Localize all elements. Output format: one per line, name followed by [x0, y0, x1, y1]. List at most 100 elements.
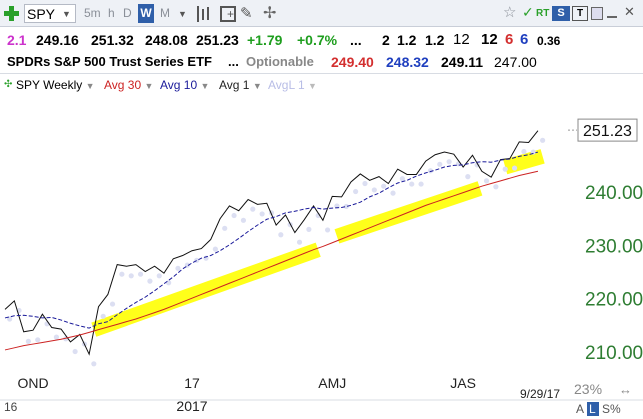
legend-avg1-label: Avg 1: [219, 78, 250, 92]
highlight-layer: [91, 149, 545, 337]
zoom-percent: 23%: [574, 381, 602, 397]
legend-avg10-label: Avg 10: [160, 78, 198, 92]
avgl-dot: [278, 232, 284, 238]
x-tick-label: 17: [184, 375, 200, 391]
avgl-dot: [381, 183, 387, 189]
avgl-dot: [119, 271, 125, 277]
timeframe-week[interactable]: W: [138, 4, 154, 23]
change-value: +1.79: [247, 32, 283, 48]
avgl-dot: [72, 348, 78, 355]
open-value: 249.16: [36, 32, 79, 48]
stat-4: 12: [453, 31, 470, 48]
x-tick-label: AMJ: [318, 375, 346, 391]
avgl-dot: [212, 246, 218, 252]
legend-avgl1-label: AvgL 1: [268, 78, 305, 92]
legend-series[interactable]: SPY Weekly ▼: [16, 78, 95, 92]
change-index: 2.1: [7, 32, 27, 48]
x-tick-label: OND: [17, 375, 48, 391]
avgl-dot: [427, 168, 434, 174]
avgl-dot: [306, 226, 312, 232]
avgl-dot: [7, 316, 13, 322]
avgl-dot: [156, 273, 162, 279]
bars-icon[interactable]: [197, 6, 213, 22]
scale-a-button[interactable]: A: [576, 402, 584, 416]
optionable-label: Optionable: [246, 54, 314, 69]
avgl-dot: [465, 174, 471, 180]
stat-7: 6: [520, 31, 529, 48]
avgl-dot: [371, 187, 377, 193]
legend-avg30-dropdown-icon: ▼: [144, 81, 154, 91]
avgl-dot: [166, 280, 172, 286]
avgl-dot: [362, 180, 368, 187]
symbol-input[interactable]: SPY: [24, 4, 76, 23]
description-line: SPDRs S&P 500 Trust Series ETF ... Optio…: [0, 51, 643, 73]
avgl-dot: [324, 227, 331, 233]
timeframe-month[interactable]: M: [160, 6, 170, 20]
avgl-dot: [483, 178, 490, 184]
t-button[interactable]: T: [572, 6, 588, 21]
stat-1: 2: [382, 32, 390, 48]
chart-date: 9/29/17: [520, 387, 560, 401]
avgl-dot: [502, 166, 508, 172]
avgl-dot: [147, 278, 153, 284]
symbol-value: SPY: [27, 6, 56, 22]
avgl-dot: [53, 334, 60, 340]
arrows-icon[interactable]: ↔: [619, 382, 632, 397]
legend-avgl1-dropdown-icon: ▼: [308, 81, 317, 91]
save-icon[interactable]: [591, 7, 603, 20]
avgl-dot: [353, 188, 359, 195]
avgl-dot: [259, 211, 265, 217]
price-chart[interactable]: 210.00 220.00 230.00 240.00 251.23 OND 17 AMJ J…: [0, 95, 643, 419]
scale-s-button[interactable]: S%: [602, 402, 621, 416]
expand-icon[interactable]: ✣: [4, 79, 13, 90]
security-name: SPDRs S&P 500 Trust Series ETF: [7, 54, 212, 69]
avgl-dot: [521, 148, 527, 155]
legend-bar: ✣ SPY Weekly ▼ Avg 30 ▼ Avg 10 ▼ Avg 1 ▼…: [0, 73, 643, 95]
avg-10-line: [4, 151, 539, 329]
legend-avgl1[interactable]: AvgL 1 ▼: [268, 78, 317, 92]
mid-value: 249.11: [441, 54, 484, 70]
symbol-dropdown-icon[interactable]: ▼: [62, 9, 71, 19]
y-axis: 210.00 220.00 230.00 240.00 251.23: [568, 118, 643, 364]
check-icon[interactable]: ✓: [522, 4, 534, 20]
avgl-dot: [175, 265, 181, 271]
avgl-dot: [409, 181, 415, 187]
legend-avg10[interactable]: Avg 10 ▼: [160, 78, 209, 92]
crosshair-icon[interactable]: ✢: [263, 5, 277, 22]
avgl-dot: [25, 338, 31, 344]
timeframe-hour[interactable]: h: [108, 6, 115, 20]
avg-30-line: [4, 170, 539, 351]
minimize-icon[interactable]: [607, 9, 617, 18]
scale-l-button[interactable]: [587, 402, 599, 416]
avgl-dot: [35, 337, 41, 343]
avgl-dot: [250, 206, 256, 212]
quote-line: 2.1 249.16 251.32 248.08 251.23 +1.79 +0…: [0, 28, 643, 50]
realtime-toggle[interactable]: RT: [536, 8, 550, 19]
timeframe-5m[interactable]: 5m: [84, 6, 101, 20]
avgl-dot: [418, 181, 424, 187]
avgl-dot: [222, 225, 228, 231]
legend-avg1[interactable]: Avg 1 ▼: [219, 78, 262, 92]
close-icon[interactable]: ✕: [624, 4, 635, 19]
s-button[interactable]: S: [552, 6, 570, 21]
star-icon[interactable]: ☆: [503, 4, 517, 21]
avgl-dot: [109, 301, 116, 307]
add-study-icon[interactable]: [220, 5, 236, 24]
series-layer: [4, 130, 539, 356]
avgl-dot: [194, 257, 200, 263]
stat-2: 1.2: [397, 32, 417, 48]
y-tick-label: 220.00: [585, 290, 643, 311]
timeframe-dropdown-icon[interactable]: ▼: [178, 9, 187, 19]
spy-weekly-line: [4, 130, 539, 356]
timeframe-day[interactable]: D: [123, 6, 132, 20]
legend-avg30[interactable]: Avg 30 ▼: [104, 78, 153, 92]
legend-avg10-dropdown-icon: ▼: [200, 81, 210, 91]
y-tick-label: 210.00: [585, 343, 643, 364]
last-price-label: 251.23: [583, 123, 632, 140]
avgl-dot: [91, 361, 97, 367]
stat-6: 6: [505, 31, 514, 48]
avgl-dot: [296, 239, 303, 245]
bid-value: 249.40: [331, 54, 374, 70]
add-symbol-icon[interactable]: [4, 4, 19, 21]
pencil-icon[interactable]: ✎: [240, 5, 253, 22]
